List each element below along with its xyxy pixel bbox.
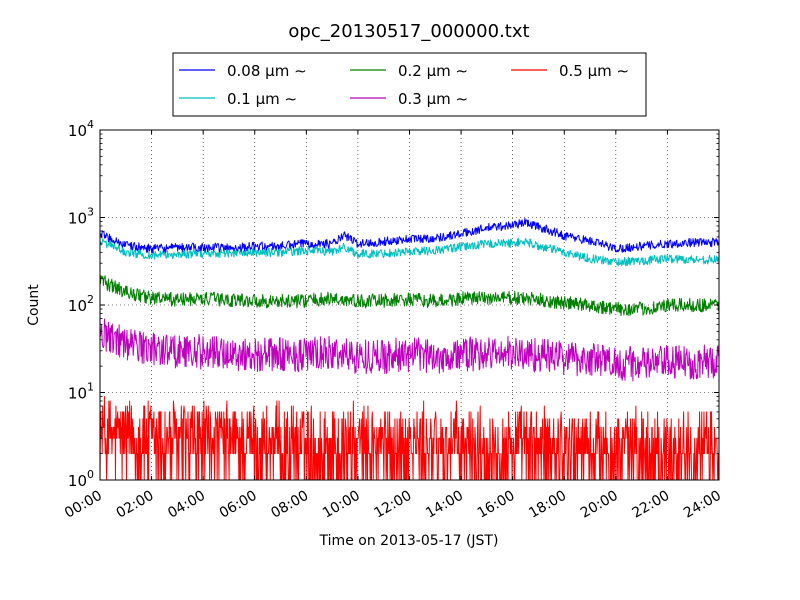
series-line (99, 237, 720, 267)
x-tick-label: 18:00 (526, 488, 569, 522)
legend-box (172, 52, 647, 117)
y-tick-label: 100 (68, 468, 94, 490)
x-tick-label: 06:00 (217, 488, 260, 522)
legend-entry: 0.3 μm ∼ (350, 90, 468, 108)
series-line (99, 217, 720, 254)
legend-label: 0.1 μm ∼ (227, 90, 297, 108)
legend-entry: 0.1 μm ∼ (179, 90, 297, 108)
legend-entry: 0.08 μm ∼ (179, 62, 307, 80)
x-tick-labels: 00:00 02:00 04:00 06:00 08:00 10:00 12:00 14:00… (62, 488, 724, 522)
legend-label: 0.08 μm ∼ (227, 62, 307, 80)
chart-title: opc_20130517_000000.txt (288, 21, 529, 42)
y-tick-label: 102 (68, 293, 94, 315)
legend-label: 0.3 μm ∼ (398, 90, 468, 108)
legend-label: 0.5 μm ∼ (559, 62, 629, 80)
x-tick-label: 22:00 (629, 488, 672, 522)
x-tick-label: 00:00 (62, 488, 105, 522)
axis-ticks (99, 129, 720, 481)
x-tick-label: 08:00 (268, 488, 311, 522)
y-tick-label: 101 (68, 381, 94, 403)
y-tick-labels: 100 101 102 103 104 (68, 118, 94, 490)
x-tick-label: 20:00 (578, 488, 621, 522)
legend-entry: 0.2 μm ∼ (350, 62, 468, 80)
x-tick-label: 02:00 (114, 488, 157, 522)
x-axis-label: Time on 2013-05-17 (JST) (319, 533, 499, 549)
series-line (99, 396, 720, 481)
x-tick-label: 16:00 (475, 488, 518, 522)
x-tick-label: 14:00 (423, 488, 466, 522)
x-tick-label: 12:00 (372, 488, 415, 522)
y-tick-label: 103 (68, 206, 94, 228)
x-tick-label: 10:00 (320, 488, 363, 522)
y-axis-label: Count (26, 284, 42, 326)
y-tick-label: 104 (68, 118, 94, 140)
legend-entry: 0.5 μm ∼ (511, 62, 629, 80)
legend-label: 0.2 μm ∼ (398, 62, 468, 80)
series-line (99, 275, 720, 317)
x-tick-label: 24:00 (681, 488, 724, 522)
x-tick-label: 04:00 (165, 488, 208, 522)
series-line (99, 318, 720, 382)
legend: 0.08 μm ∼ 0.1 μm ∼ 0.2 μm ∼ 0.3 μm ∼ 0.5 μm … (172, 52, 647, 117)
series-layer (99, 217, 720, 481)
